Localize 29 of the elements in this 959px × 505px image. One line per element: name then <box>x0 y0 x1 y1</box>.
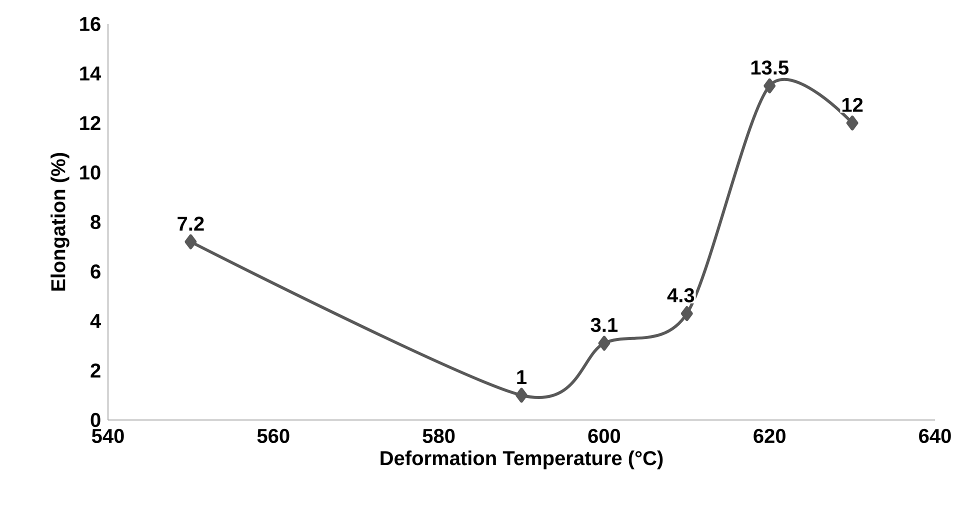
y-tick-label: 6 <box>90 264 100 279</box>
y-tick-label: 0 <box>90 412 100 428</box>
data-label: 3.1 <box>590 318 618 332</box>
y-tick-label: 12 <box>80 116 100 130</box>
point <box>680 306 693 322</box>
data-label: 1 <box>517 370 527 384</box>
x-axis-title: Deformation Temperature (°C) <box>380 450 663 470</box>
y-tick-label: 14 <box>80 66 102 80</box>
x-tick-label: 540 <box>92 428 124 444</box>
point <box>846 116 858 130</box>
y-tick-label: 4 <box>90 314 102 328</box>
y-tick-label: 2 <box>90 364 100 378</box>
point <box>598 336 610 351</box>
x-tick-label: 600 <box>588 428 620 444</box>
y-axis-title: Elongation (%) <box>50 153 70 291</box>
x-tick-label: 620 <box>754 428 786 444</box>
data-label: 7.2 <box>178 216 204 231</box>
data-label: 12 <box>842 98 863 112</box>
x-tick-label: 640 <box>919 428 951 444</box>
x-tick-label: 560 <box>257 428 290 444</box>
y-tick-label: 10 <box>80 165 100 180</box>
y-tick-label: 16 <box>80 16 100 32</box>
point <box>516 388 528 403</box>
point <box>764 78 776 94</box>
data-label: 13.5 <box>751 60 789 75</box>
x-tick-label: 580 <box>422 428 455 444</box>
data-label: 4.3 <box>667 288 694 302</box>
y-tick-label: 8 <box>90 214 101 230</box>
point <box>184 234 197 250</box>
